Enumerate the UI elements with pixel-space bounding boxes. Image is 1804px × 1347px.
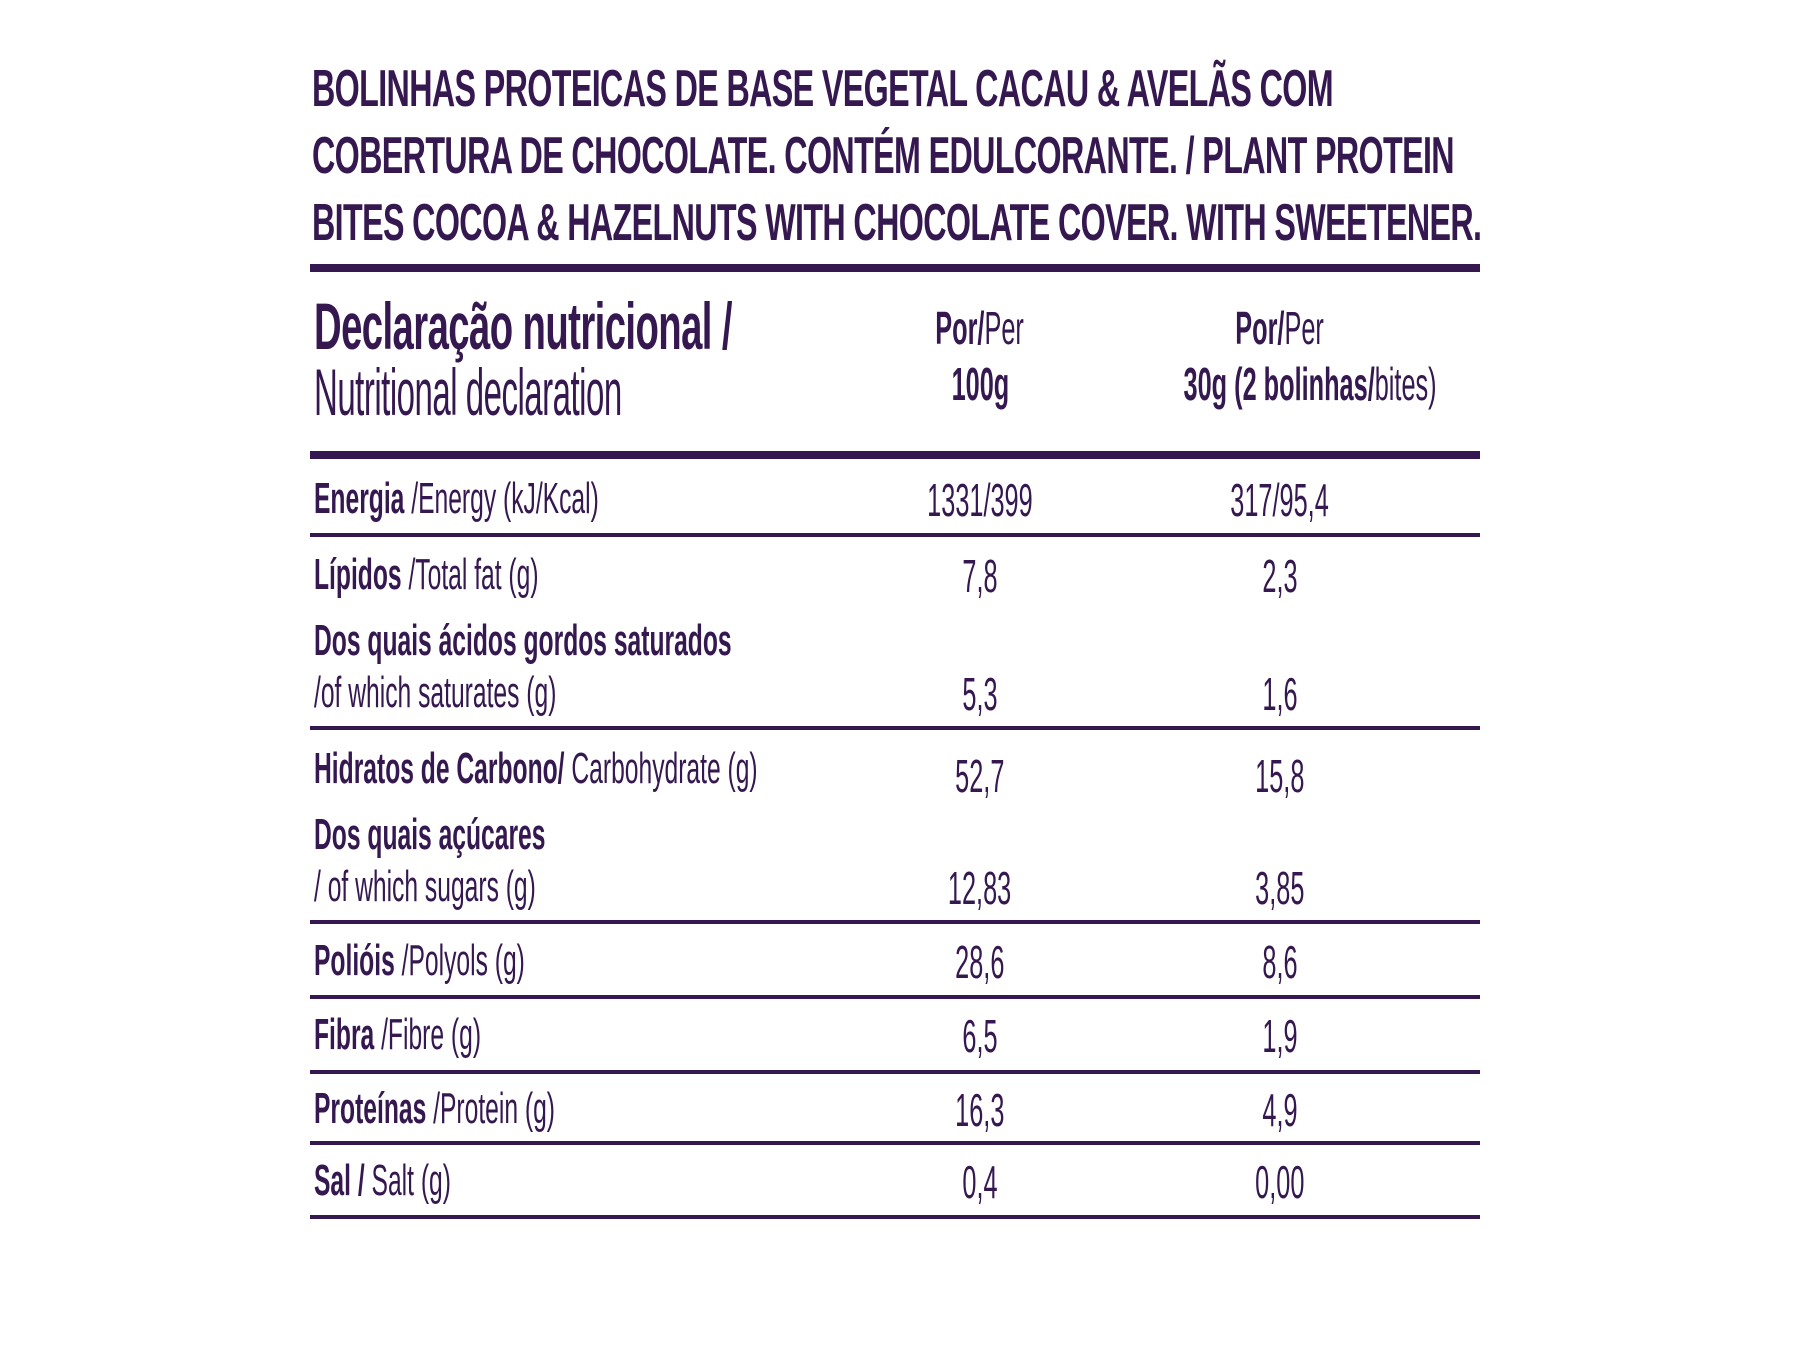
col1-amount: 100g: [951, 358, 1009, 410]
value-saturates-30g: 1,6: [1262, 668, 1298, 720]
table-header-rule: [310, 451, 1480, 459]
col2-por: Por/: [1235, 302, 1285, 354]
table-bottom-rule: [310, 1215, 1480, 1219]
value-sugars-30g: 3,85: [1255, 862, 1305, 914]
row-label-carbohydrate: Hidratos de Carbono/ Carbohydrate (g): [314, 742, 1106, 796]
product-title: BOLINHAS PROTEICAS DE BASE VEGETAL CACAU…: [312, 56, 1492, 257]
label-en: /of which saturates (g): [314, 668, 557, 717]
label-en: /Protein (g): [426, 1084, 556, 1133]
value-carbohydrate-30g: 15,8: [1255, 750, 1305, 802]
value-energy-30g: 317/95,4: [1230, 474, 1330, 526]
label-pt: Hidratos de Carbono/: [314, 744, 565, 793]
label-en: /Energy (kJ/Kcal): [404, 474, 599, 523]
product-title-line-2: COBERTURA DE CHOCOLATE. CONTÉM EDULCORAN…: [312, 127, 1455, 185]
label-en: Salt (g): [371, 1156, 451, 1205]
label-pt: Dos quais ácidos gordos saturados: [314, 616, 732, 665]
row-label-salt: Sal / Salt (g): [314, 1154, 559, 1208]
table-header-title: Declaração nutricional / Nutritional dec…: [314, 289, 1035, 429]
value-fibre-30g: 1,9: [1262, 1010, 1298, 1062]
row-label-saturates: Dos quais ácidos gordos saturados: [314, 614, 1060, 668]
column-header-per-100g: Por/Per 100g: [880, 300, 1080, 412]
table-top-rule: [310, 264, 1480, 272]
label-en: /Polyols (g): [394, 936, 525, 985]
value-salt-30g: 0,00: [1255, 1156, 1305, 1208]
product-title-line-3: BITES COCOA & HAZELNUTS WITH CHOCOLATE C…: [312, 194, 1482, 252]
label-pt: Lípidos: [314, 550, 402, 599]
label-en: / of which sugars (g): [314, 862, 536, 911]
value-salt-100g: 0,4: [962, 1156, 998, 1208]
col1-por: Por/: [935, 302, 985, 354]
row-divider: [310, 995, 1480, 999]
row-divider: [310, 1141, 1480, 1145]
value-sugars-100g: 12,83: [948, 862, 1012, 914]
label-pt: Proteínas: [314, 1084, 427, 1133]
row-divider: [310, 726, 1480, 730]
col2-per: Per: [1284, 302, 1325, 354]
header-title-en: Nutritional declaration: [314, 355, 622, 429]
value-polyols-100g: 28,6: [955, 936, 1005, 988]
label-pt: Polióis: [314, 936, 395, 985]
value-protein-100g: 16,3: [955, 1084, 1005, 1136]
row-divider: [310, 920, 1480, 924]
label-pt: Energia: [314, 474, 405, 523]
value-fibre-100g: 6,5: [962, 1010, 998, 1062]
row-label-sugars-en: / of which sugars (g): [314, 860, 710, 914]
row-divider: [310, 533, 1480, 537]
label-en: Carbohydrate (g): [564, 744, 758, 793]
label-pt: Dos quais açúcares: [314, 810, 546, 859]
col1-per: Per: [984, 302, 1025, 354]
value-saturates-100g: 5,3: [962, 668, 998, 720]
col2-unit: bites): [1374, 358, 1437, 410]
row-divider: [310, 1070, 1480, 1074]
row-label-fat: Lípidos /Total fat (g): [314, 548, 715, 602]
row-label-energy: Energia /Energy (kJ/Kcal): [314, 472, 823, 526]
row-label-sugars: Dos quais açúcares: [314, 808, 727, 862]
label-pt: Sal /: [314, 1156, 372, 1205]
value-energy-100g: 1331/399: [927, 474, 1033, 526]
row-label-protein: Proteínas /Protein (g): [314, 1082, 744, 1136]
value-fat-100g: 7,8: [962, 550, 998, 602]
row-label-polyols: Polióis /Polyols (g): [314, 934, 691, 988]
value-carbohydrate-100g: 52,7: [955, 750, 1005, 802]
col2-amount: 30g (2 bolinhas/: [1183, 358, 1375, 410]
product-title-line-1: BOLINHAS PROTEICAS DE BASE VEGETAL CACAU…: [312, 60, 1334, 118]
column-header-per-30g: Por/Per 30g (2 bolinhas/bites): [1080, 300, 1480, 412]
row-label-fibre: Fibra /Fibre (g): [314, 1008, 612, 1062]
value-fat-30g: 2,3: [1262, 550, 1298, 602]
label-pt: Fibra: [314, 1010, 375, 1059]
label-en: /Total fat (g): [401, 550, 539, 599]
row-label-saturates-en: /of which saturates (g): [314, 666, 747, 720]
value-polyols-30g: 8,6: [1262, 936, 1298, 988]
label-en: /Fibre (g): [374, 1010, 482, 1059]
header-title-pt: Declaração nutricional /: [314, 289, 733, 363]
value-protein-30g: 4,9: [1262, 1084, 1298, 1136]
